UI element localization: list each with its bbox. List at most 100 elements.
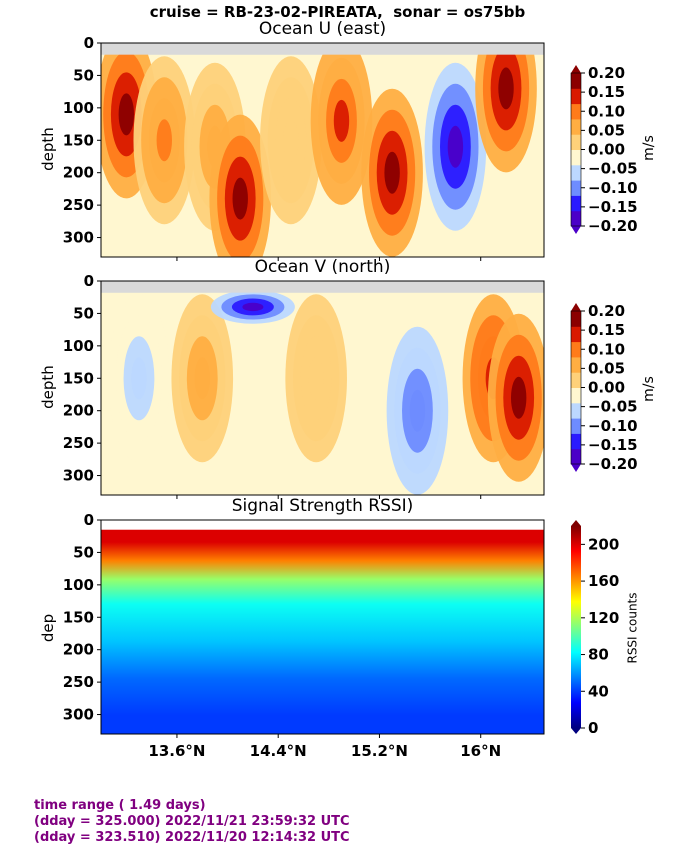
x-tick-label: 13.6°N bbox=[148, 742, 205, 760]
y-tick-label: 300 bbox=[63, 229, 94, 247]
colorbar-extend-top bbox=[571, 65, 581, 73]
colorbar-tick-label: 160 bbox=[588, 572, 619, 590]
no-data-strip-top bbox=[101, 281, 544, 293]
colorbar-tick-label: −0.15 bbox=[588, 198, 638, 216]
colorbar-extend-top bbox=[571, 520, 581, 526]
y-tick-label: 200 bbox=[63, 641, 94, 659]
colorbar-segment bbox=[571, 134, 581, 150]
colorbar-extend-bottom bbox=[571, 226, 581, 234]
x-tick-label: 14.4°N bbox=[250, 742, 307, 760]
colorbar-tick-label: −0.20 bbox=[588, 455, 638, 473]
colorbar-tick-label: 0.20 bbox=[588, 64, 625, 82]
y-tick-label: 250 bbox=[63, 434, 94, 452]
colorbar-tick-label: −0.10 bbox=[588, 179, 638, 197]
colorbar-tick-label: 0.15 bbox=[588, 321, 625, 339]
colorbar-segment bbox=[571, 195, 581, 212]
heatmap-cell bbox=[131, 357, 147, 400]
heatmap-field bbox=[101, 281, 544, 495]
colorbar-v-label: m/s bbox=[640, 376, 657, 402]
colorbar-tick-label: 0.10 bbox=[588, 102, 625, 120]
y-tick-label: 0 bbox=[84, 272, 94, 290]
figure-title: cruise = RB-23-02-PIREATA, sonar = os75b… bbox=[149, 3, 526, 21]
heatmap-cell bbox=[498, 67, 514, 110]
y-tick-label: 200 bbox=[63, 164, 94, 182]
colorbar-tick-label: −0.05 bbox=[588, 160, 638, 178]
y-tick-label: 100 bbox=[63, 99, 94, 117]
plot-frame bbox=[100, 519, 545, 735]
y-tick-label: 50 bbox=[73, 543, 94, 561]
y-tick-label: 50 bbox=[73, 66, 94, 84]
colorbar-tick-label: 0.00 bbox=[588, 141, 625, 159]
colorbar-extend-bottom bbox=[571, 728, 581, 734]
heatmap-cell bbox=[118, 93, 135, 136]
colorbar-segment bbox=[571, 372, 581, 388]
y-tick-label: 150 bbox=[63, 608, 94, 626]
colorbar-tick-label: 0.15 bbox=[588, 83, 625, 101]
heatmap-cell bbox=[232, 177, 248, 220]
colorbar-segment bbox=[571, 180, 581, 196]
heatmap-cell bbox=[242, 302, 264, 312]
colorbar-tick-label: 120 bbox=[588, 609, 619, 627]
colorbar-segment bbox=[571, 210, 581, 227]
y-tick-label: 100 bbox=[63, 576, 94, 594]
heatmap-cell bbox=[447, 125, 464, 168]
colorbar-tick-label: 0.05 bbox=[588, 121, 625, 139]
y-tick-label: 250 bbox=[63, 196, 94, 214]
y-tick-label: 0 bbox=[84, 511, 94, 529]
colorbar-tick-label: −0.15 bbox=[588, 436, 638, 454]
footer-line-1: time range ( 1.49 days) bbox=[34, 798, 206, 813]
y-tick-label: 200 bbox=[63, 402, 94, 420]
y-tick-label: 150 bbox=[63, 131, 94, 149]
colorbar-tick-label: 0.05 bbox=[588, 359, 625, 377]
heatmap-cell bbox=[308, 357, 324, 400]
heatmap-field bbox=[101, 43, 544, 257]
colorbar-segment bbox=[571, 402, 581, 419]
colorbar-extend-bottom bbox=[571, 464, 581, 472]
y-tick-label: 300 bbox=[63, 706, 94, 724]
colorbar-segment bbox=[571, 311, 581, 327]
x-tick-label: 15.2°N bbox=[351, 742, 408, 760]
colorbar-tick-label: 80 bbox=[588, 646, 609, 664]
heatmap-cell bbox=[283, 119, 299, 162]
colorbar-segment bbox=[571, 356, 581, 373]
panel-v-title: Ocean V (north) bbox=[254, 257, 391, 277]
colorbar-u-label: m/s bbox=[640, 135, 657, 161]
colorbar-extend-top bbox=[571, 303, 581, 311]
colorbar-rssi-label: RSSI counts bbox=[625, 592, 640, 664]
colorbar-gradient bbox=[571, 526, 581, 728]
colorbar-segment bbox=[571, 418, 581, 434]
colorbar-segment bbox=[571, 433, 581, 450]
colorbar-segment bbox=[571, 103, 581, 120]
colorbar-segment bbox=[571, 387, 581, 404]
y-tick-label: 300 bbox=[63, 467, 94, 485]
heatmap-field bbox=[101, 520, 544, 734]
heatmap-cell bbox=[194, 357, 210, 400]
colorbar-tick-label: −0.05 bbox=[588, 398, 638, 416]
heatmap-cell bbox=[409, 389, 426, 432]
colorbar-tick-label: −0.20 bbox=[588, 217, 638, 235]
colorbar-tick-label: 0.00 bbox=[588, 379, 625, 397]
colorbar-tick-label: −0.10 bbox=[588, 417, 638, 435]
y-tick-label: 0 bbox=[84, 34, 94, 52]
y-tick-label: 50 bbox=[73, 304, 94, 322]
colorbar-tick-label: 40 bbox=[588, 682, 609, 700]
heatmap-cell bbox=[384, 151, 400, 194]
colorbar-segment bbox=[571, 326, 581, 343]
y-tick-label: 150 bbox=[63, 369, 94, 387]
y-tick-label: 250 bbox=[63, 673, 94, 691]
colorbar-tick-label: 0 bbox=[588, 719, 598, 737]
y-tick-label: 100 bbox=[63, 337, 94, 355]
x-tick-label: 16°N bbox=[460, 742, 501, 760]
colorbar-tick-label: 0.20 bbox=[588, 302, 625, 320]
colorbar-segment bbox=[571, 448, 581, 465]
rssi-field bbox=[101, 529, 544, 734]
colorbar-segment bbox=[571, 341, 581, 358]
footer-line-2: (dday = 325.000) 2022/11/21 23:59:32 UTC bbox=[34, 814, 350, 829]
footer-line-3: (dday = 323.510) 2022/11/20 12:14:32 UTC bbox=[34, 830, 350, 845]
colorbar-segment bbox=[571, 164, 581, 181]
heatmap-cell bbox=[156, 119, 172, 162]
plot-frame bbox=[100, 280, 545, 496]
